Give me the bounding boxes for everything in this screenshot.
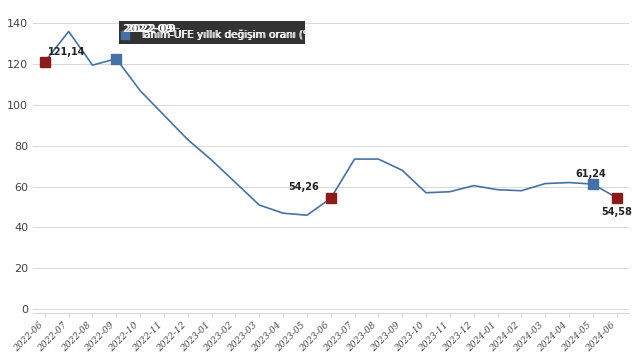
Text: 2022-09: 2022-09 — [122, 24, 173, 34]
FancyBboxPatch shape — [119, 21, 304, 44]
Text: Tanım-ÜFE yıllık değişim oranı (%): 122.63: Tanım-ÜFE yıllık değişim oranı (%): 122.… — [140, 28, 361, 40]
Text: 121,14: 121,14 — [49, 47, 86, 57]
Text: Tanım-ÜFE yıllık değişim oranı (%): 122.63: Tanım-ÜFE yıllık değişim oranı (%): 122.… — [139, 28, 360, 40]
Text: 54,26: 54,26 — [288, 182, 319, 192]
Text: 2022-09: 2022-09 — [124, 24, 176, 34]
Text: 61,24: 61,24 — [575, 169, 606, 179]
Text: 54,58: 54,58 — [601, 207, 632, 217]
